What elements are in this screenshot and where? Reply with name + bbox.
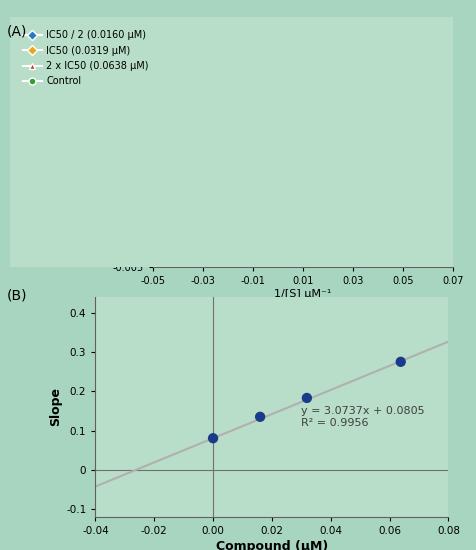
Point xyxy=(323,184,331,192)
Point xyxy=(286,161,294,169)
Point xyxy=(406,158,414,167)
Point xyxy=(291,151,298,160)
Point xyxy=(406,103,414,112)
Text: (B): (B) xyxy=(7,289,28,302)
Text: y = 3.0737x + 0.0805
R² = 0.9956: y = 3.0737x + 0.0805 R² = 0.9956 xyxy=(301,406,424,427)
Point xyxy=(286,172,294,180)
Point xyxy=(286,175,294,184)
X-axis label: 1/[S] μM⁻¹: 1/[S] μM⁻¹ xyxy=(274,289,331,299)
Point xyxy=(286,172,294,180)
Legend: IC50 / 2 (0.0160 μM), IC50 (0.0319 μM), 2 x IC50 (0.0638 μM), Control: IC50 / 2 (0.0160 μM), IC50 (0.0319 μM), … xyxy=(19,26,152,90)
Point xyxy=(406,79,414,87)
Point xyxy=(323,128,331,137)
Point xyxy=(348,130,356,139)
Y-axis label: Slope: Slope xyxy=(49,388,62,426)
Point xyxy=(209,434,217,443)
Point xyxy=(298,158,306,167)
Point xyxy=(348,179,356,188)
Point xyxy=(291,190,298,199)
Point xyxy=(298,188,306,197)
Point xyxy=(304,96,311,104)
Point xyxy=(286,168,294,177)
Point xyxy=(396,358,404,366)
Point xyxy=(298,165,306,174)
Text: (A): (A) xyxy=(7,25,28,39)
Point xyxy=(298,161,306,169)
Point xyxy=(302,394,310,403)
Point xyxy=(343,96,351,104)
Point xyxy=(323,142,331,151)
Point xyxy=(286,193,294,202)
Point xyxy=(304,128,311,137)
Point xyxy=(293,142,301,151)
Y-axis label: 1/V (abs/min)⁻¹: 1/V (abs/min)⁻¹ xyxy=(99,102,109,182)
X-axis label: Compound (μM): Compound (μM) xyxy=(215,540,327,550)
Point xyxy=(348,139,356,148)
Point xyxy=(256,412,263,421)
Point xyxy=(298,149,306,158)
Point xyxy=(406,31,414,40)
